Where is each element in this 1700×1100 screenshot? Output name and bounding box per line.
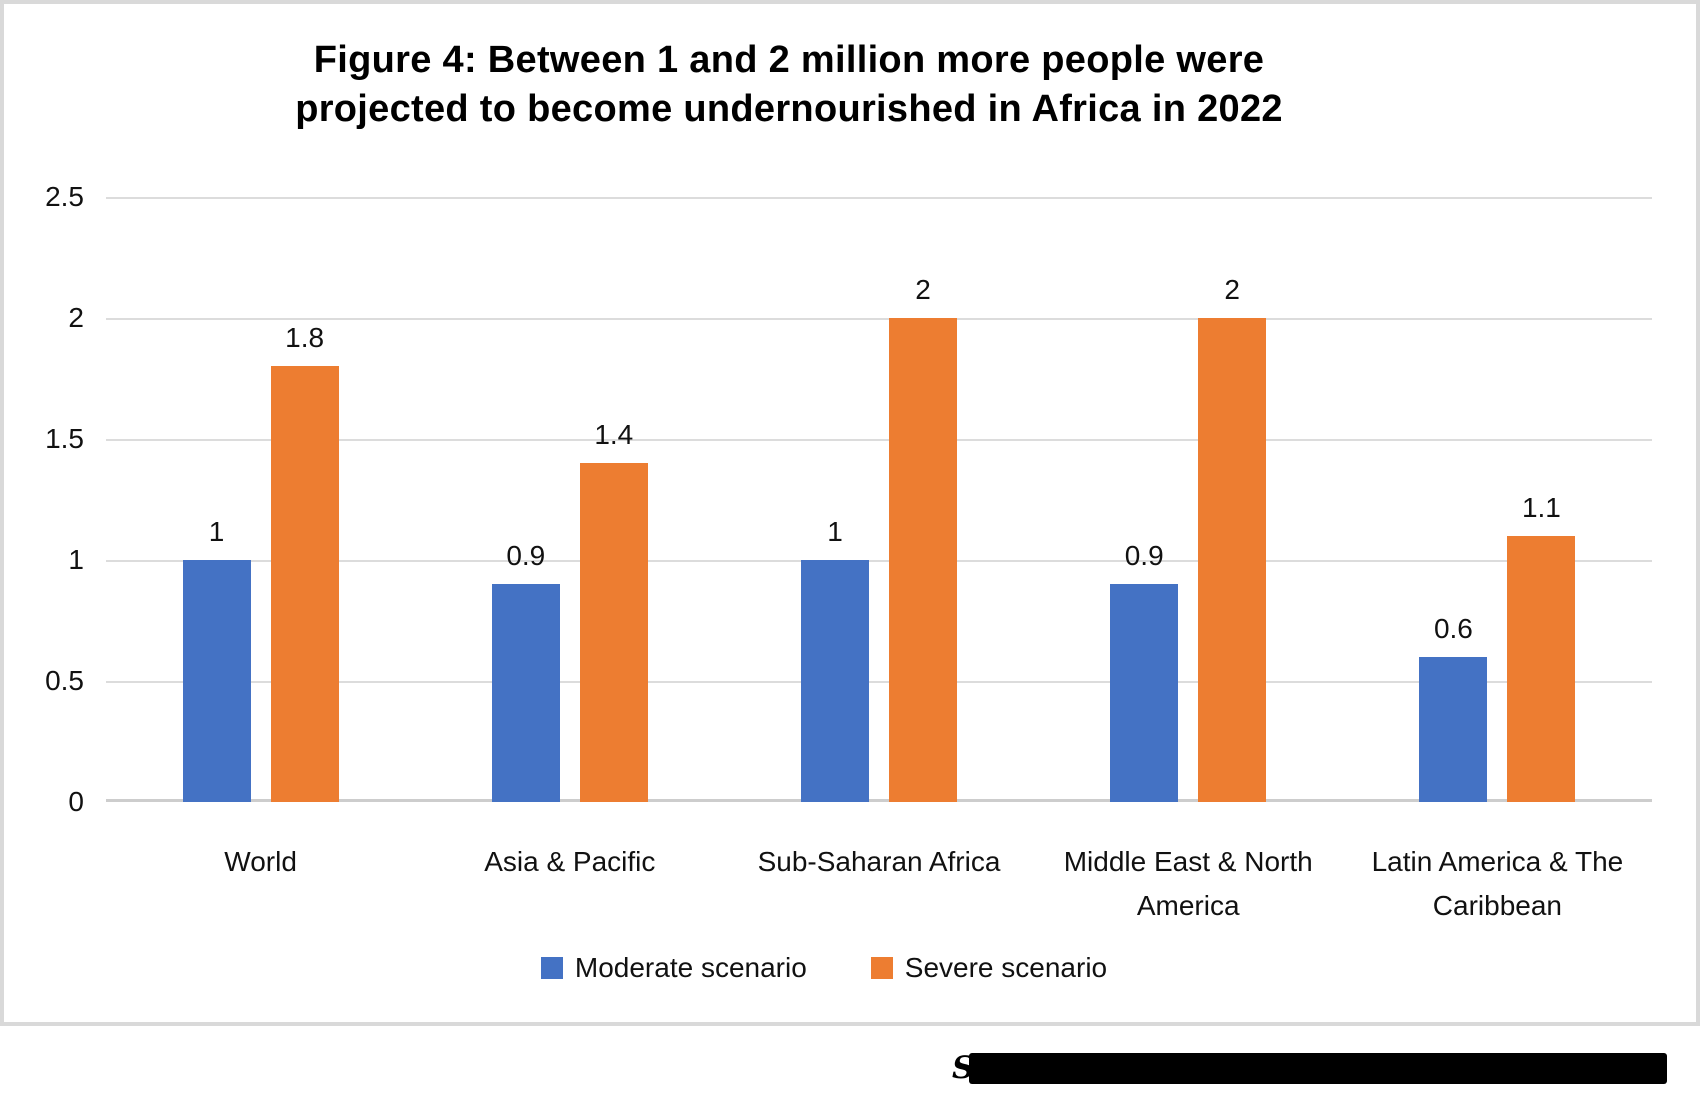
bar (1507, 535, 1576, 802)
bars-area: 1 1.8 0.9 1.4 1 2 0.9 2 0.6 1.1 (106, 197, 1652, 802)
category-label-text: Asia & Pacific (484, 846, 656, 877)
bar-column: 1 (182, 197, 251, 802)
legend-item: Moderate scenario (540, 952, 807, 984)
source-note-visible-text: S (952, 1050, 975, 1086)
y-axis-labels: 2.5 2 1.5 1 0.5 0 (4, 181, 88, 817)
plot-area: 1 1.8 0.9 1.4 1 2 0.9 2 0.6 1.1 (106, 197, 1652, 802)
y-tick-label: 1.5 (45, 423, 84, 454)
bar (182, 560, 251, 802)
bar-value-label: 1.1 (1521, 491, 1561, 523)
gridline (106, 560, 1652, 562)
gridline (106, 318, 1652, 320)
bar-value-label: 1 (827, 516, 843, 547)
y-tick-label: 2.5 (45, 181, 84, 212)
category-label: Middle East & North America (1034, 840, 1343, 928)
category-label: Latin America & The Caribbean (1343, 840, 1652, 928)
y-tick-label: 0.5 (45, 665, 84, 696)
bar-column: 1.4 (579, 197, 648, 802)
bar (1110, 584, 1179, 802)
chart-title-line-1: Figure 4: Between 1 and 2 million more p… (313, 39, 1265, 81)
chart-frame: Figure 4: Between 1 and 2 million more p… (0, 0, 1700, 1026)
bar (1419, 656, 1488, 802)
legend-swatch (540, 957, 563, 979)
bar-value-label: 0.9 (1124, 540, 1164, 572)
bar-column: 1 (801, 197, 869, 802)
legend: Moderate scenario Severe scenario (4, 952, 1644, 984)
bar-value-label: 2 (1224, 274, 1240, 305)
category-labels: World Asia & Pacific Sub-Saharan Africa Mid… (106, 840, 1652, 928)
legend-label: Moderate scenario (574, 952, 807, 983)
bar-value-label: 0.6 (1433, 612, 1473, 644)
legend-label: Severe scenario (904, 952, 1108, 983)
bar-group: 0.6 1.1 (1343, 197, 1652, 802)
gridline (106, 681, 1652, 683)
category-label: World (106, 840, 415, 928)
bar-column: 2 (1198, 197, 1267, 802)
category-label-text: World (224, 846, 297, 877)
category-label-text: Sub-Saharan Africa (757, 846, 1001, 877)
category-label-text: Latin America & The Caribbean (1371, 846, 1624, 921)
bar-column: 0.6 (1419, 197, 1488, 802)
bar (579, 463, 648, 802)
bar-group: 0.9 2 (1034, 197, 1343, 802)
bar (1198, 318, 1267, 802)
category-label: Sub-Saharan Africa (724, 840, 1033, 928)
y-tick-label: 2 (68, 302, 84, 333)
bar (801, 560, 869, 802)
bar-group: 0.9 1.4 (415, 197, 724, 802)
bar-column: 0.9 (491, 197, 560, 802)
source-note: S (952, 1044, 1692, 1090)
gridlines (106, 197, 1652, 802)
bar-column: 1.8 (270, 197, 339, 802)
bar-value-label: 1 (208, 516, 225, 547)
y-tick-label: 0 (68, 786, 84, 817)
bar (270, 366, 339, 802)
category-label: Asia & Pacific (415, 840, 724, 928)
bar (889, 318, 957, 802)
x-axis-line (106, 799, 1652, 802)
bar-value-label: 1.8 (285, 322, 325, 354)
bar-value-label: 2 (915, 274, 931, 305)
bar-column: 0.9 (1110, 197, 1179, 802)
bar (491, 584, 560, 802)
bar-group: 1 1.8 (106, 197, 415, 802)
bar-value-label: 1.4 (594, 419, 634, 451)
bar-column: 2 (889, 197, 957, 802)
chart-title-line-2: projected to become undernourished in Af… (295, 88, 1283, 130)
category-label-text: Middle East & North America (1063, 846, 1313, 921)
y-tick-label: 1 (68, 544, 84, 575)
gridline (106, 197, 1652, 199)
legend-item: Severe scenario (870, 952, 1108, 984)
gridline (106, 439, 1652, 441)
legend-swatch (870, 957, 893, 979)
chart-title: Figure 4: Between 1 and 2 million more p… (154, 36, 1424, 134)
redaction-bar (969, 1053, 1667, 1084)
bar-value-label: 0.9 (506, 540, 546, 572)
bar-column: 1.1 (1507, 197, 1576, 802)
